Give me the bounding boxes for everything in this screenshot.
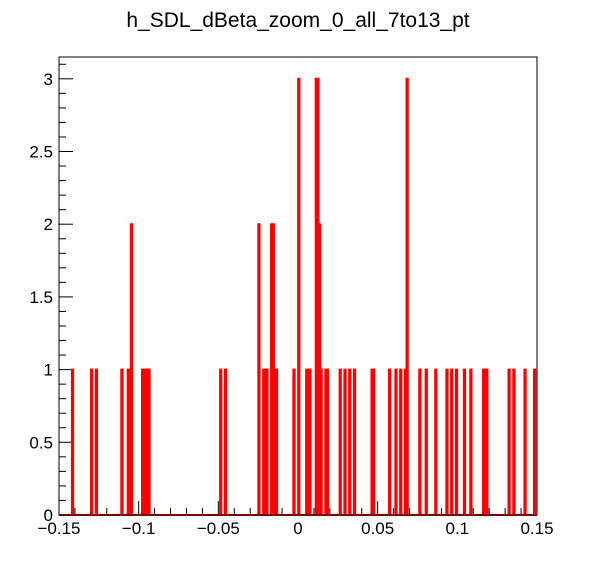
plot-frame [58,56,538,516]
y-tick-label: 3 [44,70,53,89]
x-tick-label: 0 [293,519,302,538]
y-tick-label: 0.5 [29,433,53,452]
histogram-outline [59,77,537,516]
x-tick-label: −0.15 [37,519,80,538]
y-tick-label: 0 [44,506,53,525]
chart-title: h_SDL_dBeta_zoom_0_all_7to13_pt [126,9,469,32]
x-tick-label: −0.05 [197,519,240,538]
y-tick-label: 2.5 [29,143,53,162]
x-tick-label: 0.1 [446,519,470,538]
y-tick-label: 1.5 [29,288,53,307]
axis-tick-labels: −0.15 −0.1 −0.05 0 0.05 0.1 0.15 0 0.5 1 1.5 2 2.5 3 [29,70,553,538]
x-tick-label: −0.1 [122,519,156,538]
y-tick-label: 2 [44,215,53,234]
x-tick-label: 0.15 [520,519,553,538]
y-tick-label: 1 [44,361,53,380]
x-tick-label: 0.05 [361,519,394,538]
